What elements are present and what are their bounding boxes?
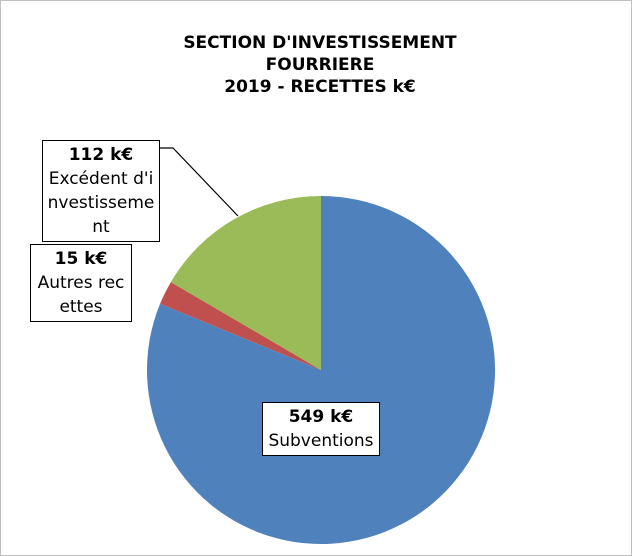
value-label: 112 k€ (68, 145, 134, 165)
data-label: 112 k€ Excédent d'investissement (42, 140, 160, 242)
pie-slice (160, 282, 321, 370)
leader-line (160, 147, 239, 217)
value-label: 549 k€ (288, 407, 354, 427)
chart-title: SECTION D'INVESTISSEMENT FOURRIERE 2019 … (183, 33, 457, 97)
category-label: Excédent d'investissement (47, 169, 155, 237)
pie-slice (170, 196, 321, 370)
data-label: 15 k€ Autres recettes (30, 244, 132, 322)
value-label: 15 k€ (54, 249, 108, 269)
data-label: 549 k€ Subventions (262, 402, 380, 456)
category-label: Subventions (268, 431, 374, 451)
category-label: Autres recettes (37, 273, 125, 317)
